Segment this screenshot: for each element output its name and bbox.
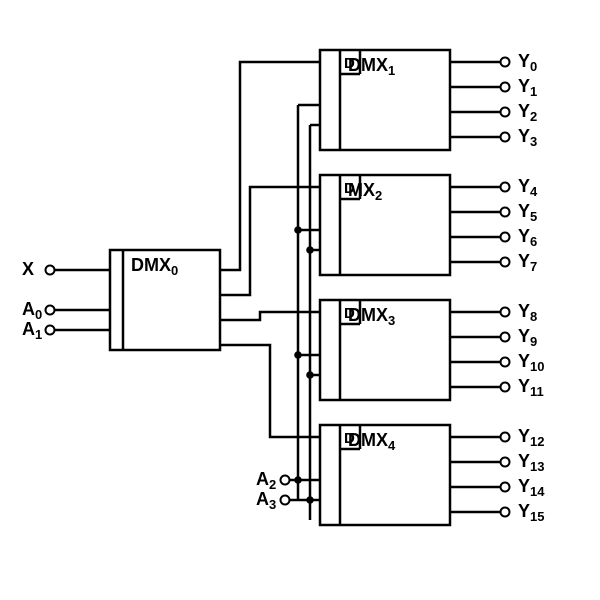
svg-text:D: D bbox=[344, 55, 355, 72]
svg-text:Y14: Y14 bbox=[518, 476, 545, 500]
svg-text:Y6: Y6 bbox=[518, 226, 537, 250]
svg-text:Y2: Y2 bbox=[518, 101, 537, 125]
svg-text:Y3: Y3 bbox=[518, 126, 537, 150]
svg-text:Y8: Y8 bbox=[518, 301, 537, 325]
svg-text:Y4: Y4 bbox=[518, 176, 538, 200]
svg-text:Y9: Y9 bbox=[518, 326, 537, 350]
svg-text:X: X bbox=[22, 259, 34, 279]
svg-text:Y7: Y7 bbox=[518, 251, 537, 275]
svg-text:Y11: Y11 bbox=[518, 376, 544, 400]
svg-text:Y5: Y5 bbox=[518, 201, 537, 225]
svg-text:D: D bbox=[344, 180, 355, 197]
svg-text:Y15: Y15 bbox=[518, 501, 544, 525]
svg-text:D: D bbox=[344, 430, 355, 447]
svg-text:Y1: Y1 bbox=[518, 76, 537, 100]
svg-text:Y12: Y12 bbox=[518, 426, 544, 450]
svg-text:D: D bbox=[344, 305, 355, 322]
svg-text:Y0: Y0 bbox=[518, 51, 537, 75]
svg-text:Y13: Y13 bbox=[518, 451, 544, 475]
svg-text:Y10: Y10 bbox=[518, 351, 544, 375]
